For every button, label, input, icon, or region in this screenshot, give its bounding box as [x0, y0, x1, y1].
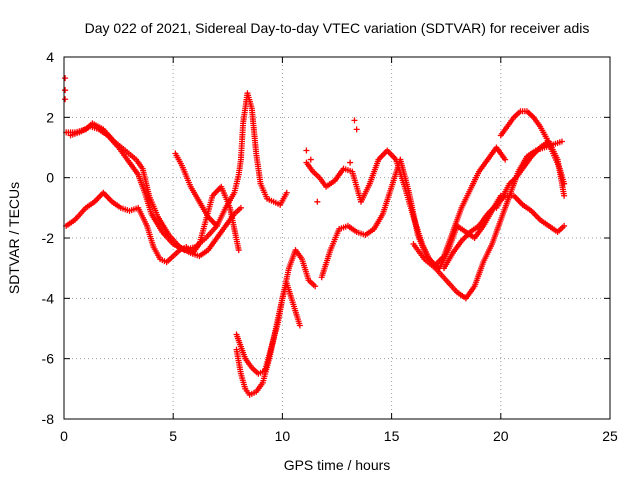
series-isolated — [62, 75, 360, 205]
series-arc-h — [318, 144, 509, 281]
data-point-marker — [312, 283, 319, 290]
data-point-marker — [558, 138, 565, 145]
y-tick-label: -4 — [42, 290, 55, 306]
x-tick-label: 5 — [169, 428, 177, 444]
y-tick-label: 4 — [46, 49, 54, 65]
data-point-marker — [353, 126, 360, 133]
y-axis-label: SDTVAR / TECUs — [6, 182, 22, 294]
series-arc-k — [497, 108, 568, 187]
data-point-marker — [561, 222, 568, 229]
data-point-marker — [62, 87, 69, 94]
data-point-marker — [283, 189, 290, 196]
data-point-marker — [237, 204, 244, 211]
data-point-marker — [296, 322, 303, 329]
x-axis-label: GPS time / hours — [284, 457, 391, 473]
data-points — [62, 75, 568, 398]
y-tick-label: 0 — [46, 170, 54, 186]
series-arc-j — [441, 192, 568, 272]
x-tick-label: 10 — [275, 428, 291, 444]
data-point-marker — [307, 156, 314, 163]
series-arc-f — [233, 247, 319, 398]
x-tick-label: 25 — [602, 428, 618, 444]
data-point-marker — [62, 96, 69, 103]
series-arc-b — [67, 123, 220, 254]
y-tick-label: -6 — [42, 351, 55, 367]
data-point-marker — [62, 75, 69, 82]
data-point-marker — [314, 198, 321, 205]
y-tick-label: -8 — [42, 411, 55, 427]
data-point-marker — [561, 192, 568, 199]
axis-ticks: 0 5 10 15 20 25 -8 -6 -4 -2 0 2 4 — [42, 49, 618, 444]
y-tick-label: 2 — [46, 109, 54, 125]
data-point-marker — [235, 247, 242, 254]
series-arc-l — [493, 138, 568, 211]
x-tick-label: 20 — [493, 428, 509, 444]
data-point-marker — [351, 117, 358, 124]
data-point-marker — [303, 147, 310, 154]
x-tick-label: 15 — [384, 428, 400, 444]
series-arc-d — [172, 90, 290, 229]
data-point-marker — [502, 156, 509, 163]
x-tick-label: 0 — [60, 428, 68, 444]
chart-title: Day 022 of 2021, Sidereal Day-to-day VTE… — [85, 20, 590, 36]
y-tick-label: -2 — [42, 230, 55, 246]
data-point-marker — [347, 159, 354, 166]
